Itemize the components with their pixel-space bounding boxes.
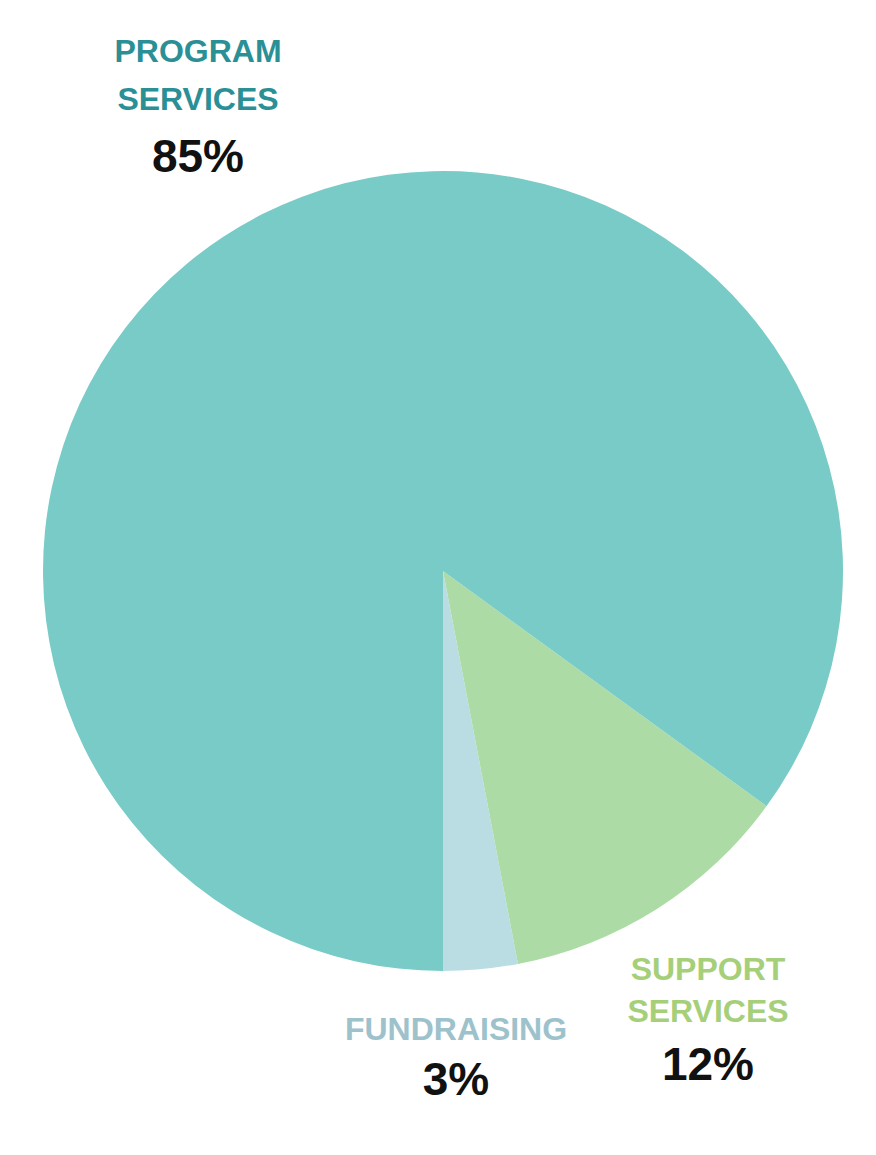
svg-text:SERVICES: SERVICES: [117, 81, 278, 117]
svg-text:SUPPORT: SUPPORT: [631, 951, 786, 987]
svg-text:12%: 12%: [662, 1038, 754, 1090]
svg-text:3%: 3%: [423, 1053, 489, 1105]
svg-text:SERVICES: SERVICES: [627, 993, 788, 1029]
svg-text:PROGRAM: PROGRAM: [114, 33, 281, 69]
svg-text:FUNDRAISING: FUNDRAISING: [345, 1011, 567, 1047]
svg-text:85%: 85%: [152, 130, 244, 182]
